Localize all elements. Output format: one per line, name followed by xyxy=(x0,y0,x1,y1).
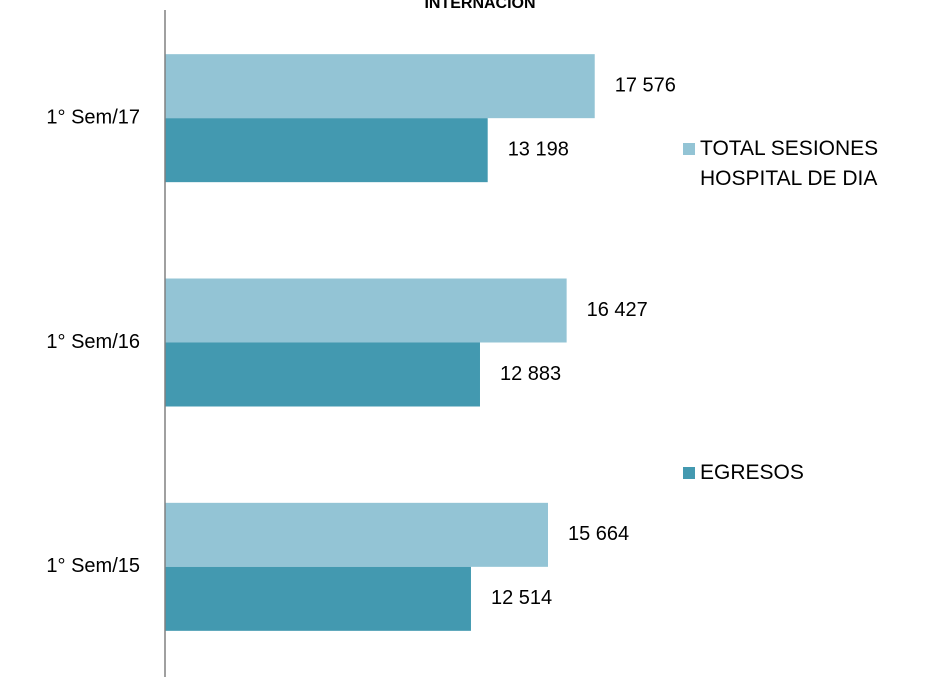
bar xyxy=(165,342,480,407)
legend-item: EGRESOS xyxy=(683,458,928,488)
value-label: 17 576 xyxy=(615,74,676,96)
y-tick-label: 1° Sem/15 xyxy=(46,555,140,577)
legend-label: EGRESOS xyxy=(700,461,804,484)
legend-item: TOTAL SESIONES HOSPITAL DE DIA xyxy=(683,134,928,194)
value-label: 12 514 xyxy=(491,587,552,609)
value-label: 16 427 xyxy=(587,299,648,321)
y-tick-label: 1° Sem/17 xyxy=(46,106,140,128)
legend-swatch xyxy=(683,467,695,479)
legend-swatch xyxy=(683,143,695,155)
value-label: 13 198 xyxy=(508,138,569,160)
chart-title: INTERNACION xyxy=(424,0,535,12)
bar xyxy=(165,502,548,567)
value-label: 12 883 xyxy=(500,363,561,385)
bar xyxy=(165,118,488,183)
y-tick-label: 1° Sem/16 xyxy=(46,331,140,353)
legend-label: TOTAL SESIONES HOSPITAL DE DIA xyxy=(700,137,879,190)
value-label: 15 664 xyxy=(568,523,629,545)
bar xyxy=(165,278,567,343)
bar xyxy=(165,566,471,631)
bar xyxy=(165,54,595,119)
